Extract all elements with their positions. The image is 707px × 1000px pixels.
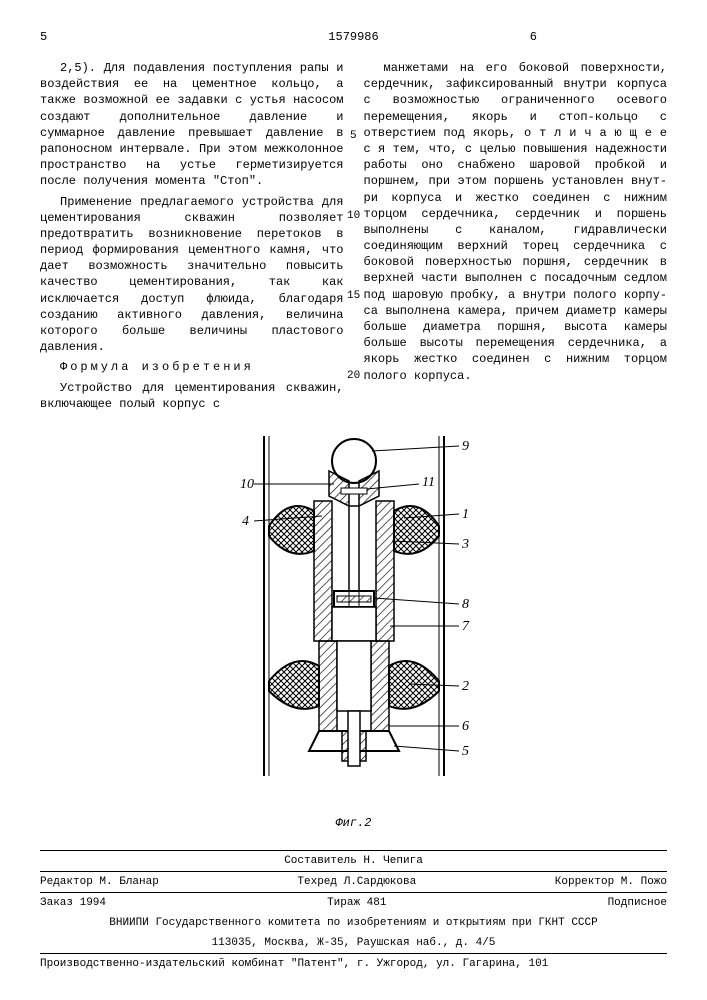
figure-label-5: 5 [462, 744, 469, 759]
footer-tirage: Тираж 481 [327, 897, 386, 909]
footer-row-2: Заказ 1994 Тираж 481 Подписное [40, 892, 667, 913]
figure-label-11: 11 [422, 475, 435, 490]
footer-order: Заказ 1994 [40, 897, 106, 909]
left-column: 2,5). Для подавления поступления рапы и … [40, 60, 344, 416]
line-number-15: 15 [347, 290, 360, 302]
footer-editor: Редактор М. Бланар [40, 876, 159, 888]
figure-2: 9 10 11 4 1 3 8 7 2 6 [40, 426, 667, 810]
page-header: 5 1579986 6 [40, 30, 667, 50]
figure-label-7: 7 [462, 619, 470, 634]
figure-label-4: 4 [242, 514, 249, 529]
body-columns: 2,5). Для подавления поступления рапы и … [40, 60, 667, 416]
footer-org: ВНИИПИ Государственного комитета по изоб… [40, 913, 667, 933]
line-number-20: 20 [347, 370, 360, 382]
para-3: Устройство для цементирования скважин, в… [40, 380, 344, 412]
footer-tech: Техред Л.Сардюкова [297, 876, 416, 888]
footer: Составитель Н. Чепига Редактор М. Бланар… [40, 850, 667, 974]
para-r1: манжетами на его боковой поверхнос­ти, с… [364, 60, 668, 384]
right-column: манжетами на его боковой поверхнос­ти, с… [364, 60, 668, 416]
figure-caption: Фиг.2 [40, 816, 667, 830]
footer-corrector: Корректор М. Пожо [555, 876, 667, 888]
footer-composer: Составитель Н. Чепига [40, 850, 667, 871]
para-1: 2,5). Для подавления поступления рапы и … [40, 60, 344, 190]
document-number: 1579986 [328, 30, 378, 44]
footer-sub: Подписное [608, 897, 667, 909]
footer-row-1: Редактор М. Бланар Техред Л.Сардюкова Ко… [40, 871, 667, 892]
formula-heading: Формула изобретения [40, 359, 344, 375]
footer-publisher: Производственно-издательский комбинат "П… [40, 953, 667, 974]
figure-label-6: 6 [462, 719, 469, 734]
line-number-5: 5 [350, 130, 357, 142]
figure-svg: 9 10 11 4 1 3 8 7 2 6 [194, 426, 514, 806]
line-number-10: 10 [347, 210, 360, 222]
footer-addr: 113035, Москва, Ж-35, Раушская наб., д. … [40, 933, 667, 953]
left-col-number: 5 [40, 30, 47, 44]
para-2: Применение предлагаемого устройст­ва для… [40, 194, 344, 356]
figure-label-10: 10 [240, 477, 254, 492]
figure-label-9: 9 [462, 439, 469, 454]
figure-label-2: 2 [462, 679, 469, 694]
figure-label-1: 1 [462, 507, 469, 522]
figure-label-8: 8 [462, 597, 469, 612]
figure-label-3: 3 [461, 537, 469, 552]
right-col-number: 6 [530, 30, 537, 44]
